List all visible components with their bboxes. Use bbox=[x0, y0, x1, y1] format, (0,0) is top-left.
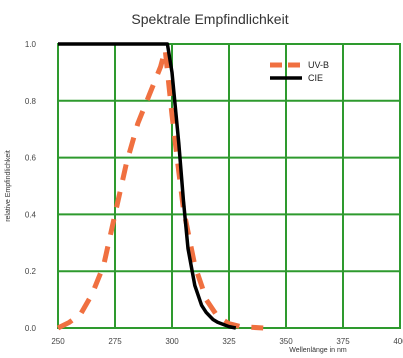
series-layer bbox=[56, 42, 264, 331]
y-tick-label: 1.0 bbox=[25, 40, 37, 49]
y-tick-label: 0.4 bbox=[25, 210, 37, 219]
x-tick-labels: 250 275 300 325 350 375 400 bbox=[51, 337, 403, 346]
x-tick-label: 375 bbox=[336, 337, 350, 346]
y-axis-label: relative Empfindlichkeit bbox=[5, 150, 12, 222]
x-tick-label: 300 bbox=[165, 337, 179, 346]
x-tick-label: 275 bbox=[108, 337, 122, 346]
y-tick-label: 0.0 bbox=[25, 324, 37, 333]
y-tick-label: 0.8 bbox=[25, 97, 37, 106]
x-tick-label: 250 bbox=[51, 337, 65, 346]
legend-label: CIE bbox=[308, 73, 323, 83]
x-axis-label: Wellenlänge in nm bbox=[289, 347, 347, 354]
x-tick-label: 400 bbox=[393, 337, 403, 346]
y-tick-label: 0.2 bbox=[25, 267, 37, 276]
legend: UV-B CIE bbox=[270, 60, 329, 83]
x-tick-label: 350 bbox=[279, 337, 293, 346]
y-tick-label: 0.6 bbox=[25, 154, 37, 163]
series-line-cie bbox=[58, 42, 237, 330]
x-tick-label: 325 bbox=[222, 337, 236, 346]
series-line-uv-b bbox=[56, 47, 264, 331]
legend-label: UV-B bbox=[308, 60, 329, 70]
chart-title: Spektrale Empfindlichkeit bbox=[131, 11, 288, 27]
y-tick-labels: 0.0 0.2 0.4 0.6 0.8 1.0 bbox=[25, 40, 37, 333]
